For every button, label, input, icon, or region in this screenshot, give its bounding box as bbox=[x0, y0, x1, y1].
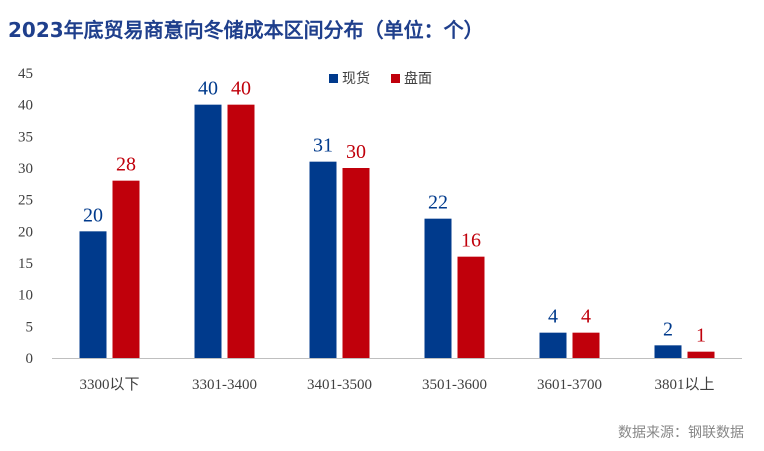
bar bbox=[572, 332, 600, 358]
bar bbox=[342, 168, 370, 358]
y-tick-label: 45 bbox=[18, 66, 33, 82]
x-tick-label: 3401-3500 bbox=[307, 377, 372, 393]
data-label: 22 bbox=[428, 192, 448, 214]
y-tick-label: 40 bbox=[18, 98, 33, 114]
x-tick-label: 3301-3400 bbox=[192, 377, 257, 393]
y-tick-label: 10 bbox=[18, 288, 33, 304]
source-note: 数据来源：钢联数据 bbox=[618, 425, 744, 441]
y-tick-label: 20 bbox=[18, 224, 33, 240]
legend-label: 盘面 bbox=[404, 70, 432, 87]
x-tick-label: 3501-3600 bbox=[422, 377, 487, 393]
y-tick-label: 15 bbox=[18, 256, 33, 272]
data-label: 4 bbox=[548, 306, 558, 328]
x-tick-label: 3601-3700 bbox=[537, 377, 602, 393]
y-axis: 0 5 10 15 20 25 30 35 40 45 bbox=[18, 66, 33, 367]
x-tick-label: 3801以上 bbox=[654, 376, 714, 393]
data-label: 30 bbox=[346, 141, 366, 163]
legend-swatch bbox=[329, 74, 338, 83]
legend-label: 现货 bbox=[342, 70, 370, 87]
bar bbox=[539, 332, 567, 358]
bar bbox=[457, 256, 485, 358]
data-label: 1 bbox=[696, 325, 706, 347]
data-label: 40 bbox=[231, 78, 251, 100]
data-label: 40 bbox=[198, 78, 218, 100]
y-tick-label: 5 bbox=[26, 319, 34, 335]
y-tick-label: 30 bbox=[18, 161, 33, 177]
x-axis: 3300以下 3301-3400 3401-3500 3501-3600 3601-37… bbox=[52, 358, 742, 393]
bar bbox=[424, 218, 452, 358]
x-tick-label: 3300以下 bbox=[79, 377, 139, 393]
data-label: 16 bbox=[461, 230, 481, 252]
bar bbox=[227, 104, 255, 359]
legend: 现货 盘面 bbox=[329, 70, 432, 87]
bar bbox=[112, 180, 140, 358]
bars: 20 28 40 40 31 30 22 16 4 4 2 1 bbox=[79, 78, 715, 359]
bar bbox=[687, 351, 715, 358]
bar bbox=[654, 345, 682, 358]
y-tick-label: 35 bbox=[18, 129, 33, 145]
bar bbox=[194, 104, 222, 359]
chart-title: 2023年底贸易商意向冬储成本区间分布（单位：个） bbox=[8, 18, 484, 42]
data-label: 2 bbox=[663, 318, 673, 340]
y-tick-label: 0 bbox=[26, 351, 34, 367]
y-tick-label: 25 bbox=[18, 193, 33, 209]
bar bbox=[309, 161, 337, 358]
data-label: 4 bbox=[581, 306, 591, 328]
bar bbox=[79, 231, 107, 358]
legend-swatch bbox=[391, 74, 400, 83]
data-label: 28 bbox=[116, 154, 136, 176]
data-label: 20 bbox=[83, 204, 103, 226]
data-label: 31 bbox=[313, 135, 333, 157]
